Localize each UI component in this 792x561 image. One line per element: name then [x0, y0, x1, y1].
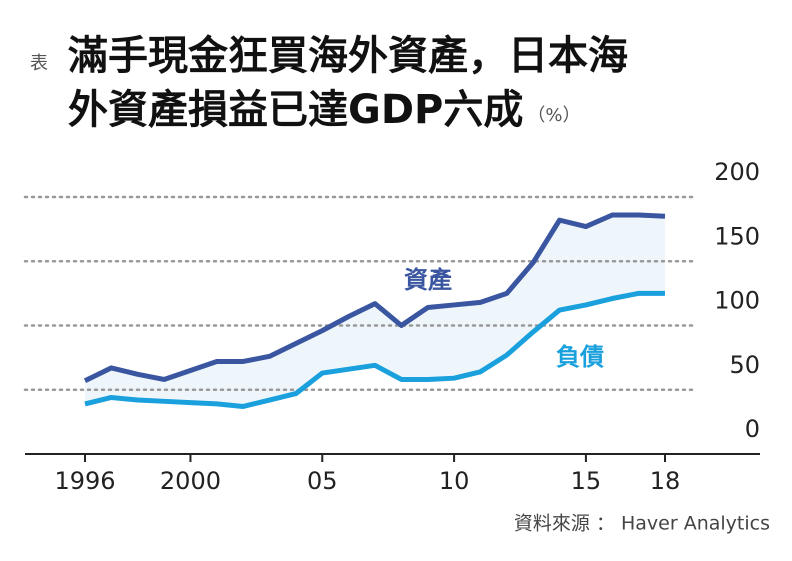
source: 資料來源 ： Haver Analytics	[514, 513, 770, 535]
y-tick-label: 100	[714, 287, 760, 315]
chart-title: 外資產損益已達GDP六成	[68, 87, 523, 133]
chart-title: 滿手現金狂買海外資產，日本海	[68, 33, 628, 79]
series-label: 資產	[404, 266, 452, 294]
x-tick-label: 18	[650, 467, 681, 495]
y-tick-label: 200	[714, 158, 760, 186]
x-tick-label: 10	[439, 467, 470, 495]
unit-label: （%）	[527, 105, 580, 126]
x-tick-label: 2000	[160, 467, 221, 495]
y-tick-label: 50	[729, 351, 760, 379]
x-tick-label: 05	[307, 467, 338, 495]
y-tick-label: 150	[714, 222, 760, 250]
x-tick-label: 1996	[54, 467, 115, 495]
series-line	[83, 212, 666, 384]
series-line	[84, 290, 665, 409]
gap-area	[85, 214, 665, 407]
y-tick-label: 0	[745, 415, 760, 443]
x-tick-label: 15	[571, 467, 602, 495]
chart-label: 表	[30, 53, 48, 74]
series-label: 負債	[556, 343, 604, 371]
